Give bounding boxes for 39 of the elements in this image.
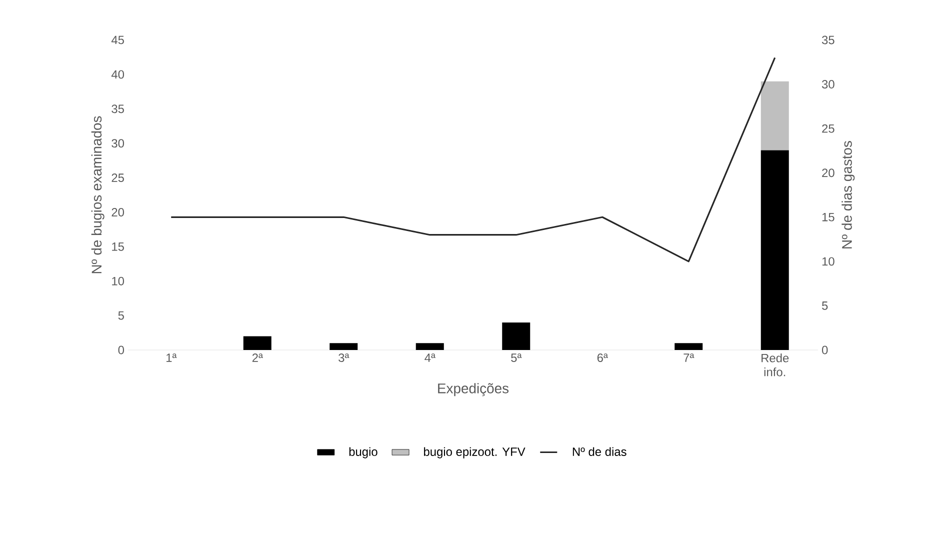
y-tick-label: 20 — [112, 208, 124, 216]
bar — [760, 81, 789, 150]
bar — [416, 343, 444, 350]
x-tick-label: 7ª — [684, 354, 694, 362]
y2-tick-label: 35 — [822, 36, 834, 44]
y2-tick-label: 0 — [822, 346, 828, 354]
y-tick-label: 45 — [111, 36, 124, 44]
x-axis-title: Expedições — [438, 383, 509, 396]
y-tick-label: 10 — [112, 276, 124, 286]
y-tick-label: 15 — [112, 242, 124, 251]
y2-axis-title: Nº de dias gastos — [842, 141, 855, 248]
y2-tick-label: 15 — [822, 212, 834, 222]
y2-tick-label: 30 — [822, 80, 834, 89]
y2-tick-label: 25 — [822, 124, 834, 133]
x-tick-label: 4ª — [424, 354, 436, 362]
bar — [674, 343, 703, 350]
y-tick-label: 25 — [112, 174, 124, 182]
y-tick-label: 30 — [112, 139, 124, 148]
bar — [243, 336, 272, 350]
bar — [330, 343, 358, 350]
legend-label: Nº de dias — [572, 447, 626, 456]
legend-label: bugio — [349, 447, 378, 458]
x-tick-label: 3ª — [338, 354, 350, 362]
x-tick-label: 5ª — [511, 354, 522, 362]
y-tick-label: 35 — [112, 104, 124, 114]
y2-tick-label: 10 — [822, 257, 834, 266]
x-tick-label: 6ª — [597, 354, 608, 362]
y-tick-label: 40 — [111, 70, 124, 79]
y2-tick-label: 20 — [822, 168, 834, 178]
y-tick-label: 0 — [118, 346, 124, 354]
legend-label: bugio epizoot. YFV — [424, 447, 526, 458]
x-tick-label: 2ª — [252, 354, 263, 362]
x-tick-label: Rede info. — [762, 354, 789, 376]
bar — [502, 322, 530, 350]
y2-tick-label: 5 — [822, 302, 828, 310]
y-tick-label: 5 — [118, 311, 124, 320]
y-axis-title: Nº de bugios examinados — [91, 116, 104, 274]
x-tick-label: 1ª — [166, 354, 177, 362]
bar — [760, 150, 789, 350]
